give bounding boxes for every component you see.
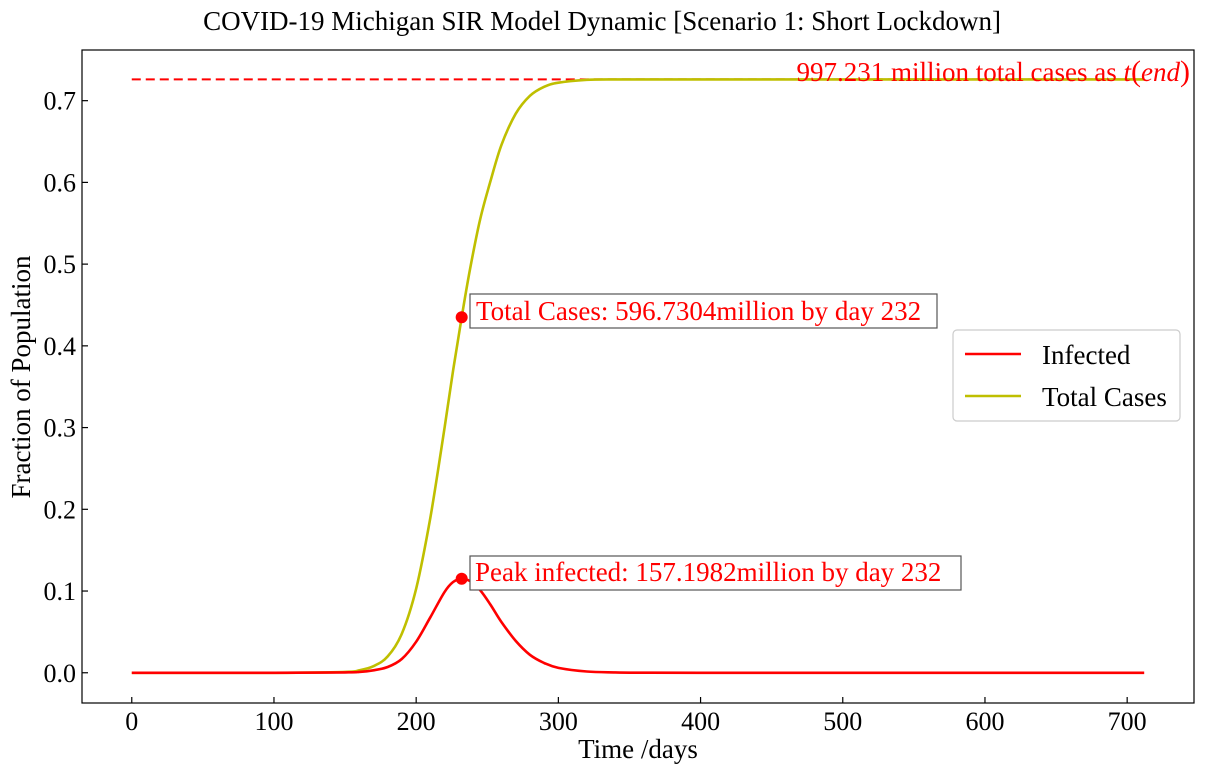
- chart-title: COVID-19 Michigan SIR Model Dynamic [Sce…: [203, 6, 1001, 36]
- x-tick-label: 700: [1108, 707, 1147, 736]
- total-cases-marker: [455, 311, 468, 324]
- y-tick-label: 0.5: [44, 250, 77, 279]
- series-line-total-cases: [131, 78, 1145, 675]
- end-total-math-arg: end: [1141, 57, 1180, 87]
- x-tick-label: 400: [681, 707, 720, 736]
- series-line-infected: [131, 577, 1145, 675]
- legend-label-total-cases: Total Cases: [1042, 382, 1167, 412]
- legend-label-infected: Infected: [1042, 340, 1131, 370]
- y-tick-label: 0.0: [44, 659, 77, 688]
- legend: Infected Total Cases: [952, 329, 1181, 422]
- total-cases-annotation: Total Cases: 596.7304million by day 232: [476, 296, 921, 326]
- peak-infected-annotation: Peak infected: 157.1982million by day 23…: [475, 557, 941, 587]
- plot-area: [81, 49, 1195, 704]
- end-total-math-open: (: [1131, 55, 1141, 88]
- y-tick-label: 0.2: [44, 495, 77, 524]
- y-tick-label: 0.4: [44, 332, 77, 361]
- y-axis-ticks: 0.0 0.1 0.2 0.3 0.4 0.5 0.6 0.7: [44, 87, 88, 688]
- x-tick-label: 100: [254, 707, 293, 736]
- x-tick-label: 600: [965, 707, 1004, 736]
- y-axis-label: Fraction of Population: [6, 255, 36, 498]
- x-tick-label: 500: [823, 707, 862, 736]
- end-total-prefix: 997.231 million total cases as: [797, 57, 1124, 87]
- y-tick-label: 0.1: [44, 577, 77, 606]
- peak-infected-annotation-box: [469, 555, 962, 591]
- x-tick-label: 300: [539, 707, 578, 736]
- y-tick-label: 0.7: [44, 87, 77, 116]
- x-axis-ticks: 0 100 200 300 400 500 600 700: [125, 697, 1147, 736]
- x-tick-label: 200: [397, 707, 436, 736]
- end-total-math-close: ): [1180, 55, 1190, 88]
- end-total-annotation: 997.231 million total cases as t(end): [797, 55, 1190, 88]
- total-cases-annotation-box: [469, 293, 938, 329]
- x-axis-label: Time /days: [578, 734, 698, 764]
- x-tick-label: 0: [125, 707, 138, 736]
- end-total-math-t: t: [1124, 57, 1133, 87]
- y-tick-label: 0.6: [44, 168, 77, 197]
- peak-infected-marker: [455, 572, 468, 585]
- y-tick-label: 0.3: [44, 414, 77, 443]
